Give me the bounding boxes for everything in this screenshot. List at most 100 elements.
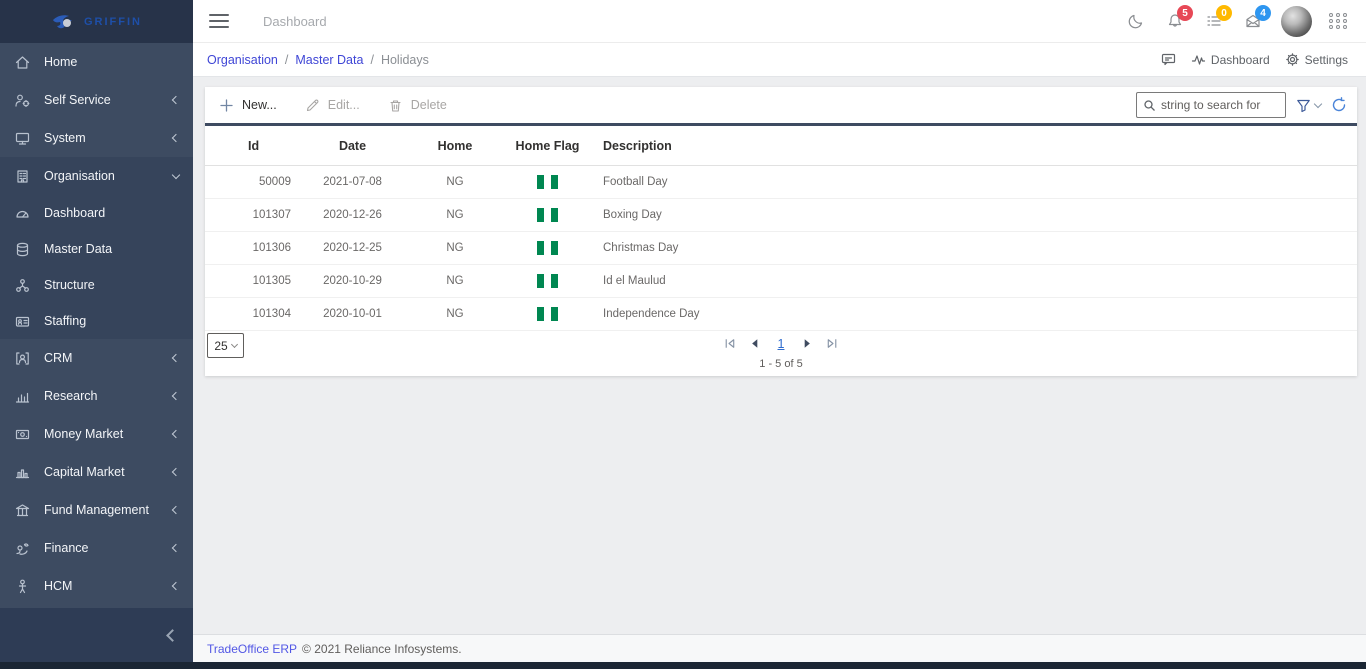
capital-market-icon: [14, 464, 31, 481]
chevron-left-icon: [171, 429, 181, 439]
dashboard-icon: [14, 205, 31, 222]
notifications-badge: 5: [1177, 5, 1193, 21]
chevron-left-icon: [171, 133, 181, 143]
chevron-left-icon: [171, 95, 181, 105]
filter-funnel-icon: [1297, 99, 1310, 112]
master-data-icon: [14, 241, 31, 258]
sidebar-item-hcm[interactable]: HCM: [0, 567, 193, 605]
next-page-button[interactable]: [800, 336, 815, 351]
user-avatar[interactable]: [1281, 5, 1312, 37]
first-page-button[interactable]: [722, 336, 737, 351]
breadcrumb-organisation[interactable]: Organisation: [207, 52, 278, 67]
sidebar-item-home[interactable]: Home: [0, 43, 193, 81]
moon-icon: [1128, 14, 1143, 29]
sidebar-item-crm[interactable]: CRM: [0, 339, 193, 377]
breadcrumb: Organisation / Master Data / Holidays: [207, 52, 429, 67]
holidays-card: New... Edit... Delete: [205, 87, 1357, 376]
brand-name: GRIFFIN: [84, 15, 142, 28]
search-icon: [1144, 99, 1155, 111]
sidebar-collapse-bar: [0, 608, 193, 662]
breadcrumb-master-data[interactable]: Master Data: [295, 52, 364, 67]
topbar: Dashboard 5 0 4: [193, 0, 1366, 43]
column-header-home[interactable]: Home: [437, 138, 473, 153]
content-area: New... Edit... Delete: [193, 77, 1366, 634]
apps-grid-icon[interactable]: [1329, 13, 1348, 29]
nigeria-flag: [537, 175, 558, 189]
column-header-home-flag[interactable]: Home Flag: [515, 138, 580, 153]
sidebar-item-staffing[interactable]: Staffing: [0, 303, 193, 339]
chevron-left-icon: [171, 505, 181, 515]
sidebar-item-capital-market[interactable]: Capital Market: [0, 453, 193, 491]
table-row[interactable]: 101305 2020-10-29 NG Id el Maulud: [205, 265, 1357, 298]
settings-button[interactable]: Settings: [1285, 52, 1348, 67]
gear-icon: [1285, 53, 1299, 66]
mail-icon: [1246, 14, 1260, 28]
table-row[interactable]: 101307 2020-12-26 NG Boxing Day: [205, 199, 1357, 232]
sidebar-item-structure[interactable]: Structure: [0, 267, 193, 303]
chevron-left-icon: [171, 353, 181, 363]
sidebar-item-system[interactable]: System: [0, 119, 193, 157]
filter-chevron-icon: [1313, 99, 1323, 108]
table-row[interactable]: 50009 2021-07-08 NG Football Day: [205, 166, 1357, 199]
sidebar-item-research[interactable]: Research: [0, 377, 193, 415]
tasks-button[interactable]: 0: [1203, 5, 1232, 32]
chevron-down-icon: [171, 170, 181, 179]
page-number-1[interactable]: 1: [777, 336, 785, 351]
nigeria-flag: [537, 307, 558, 321]
activity-icon: [1191, 55, 1206, 65]
new-button[interactable]: New...: [219, 98, 277, 113]
nigeria-flag: [537, 208, 558, 222]
messages-badge: 4: [1255, 5, 1271, 21]
messages-button[interactable]: 4: [1242, 5, 1271, 32]
dark-mode-toggle[interactable]: [1125, 10, 1147, 32]
app-footer: TradeOffice ERP © 2021 Reliance Infosyst…: [193, 634, 1366, 662]
page-title: Dashboard: [263, 13, 327, 29]
chevron-left-icon: [171, 391, 181, 401]
search-input[interactable]: [1161, 98, 1279, 112]
sidebar-item-master-data[interactable]: Master Data: [0, 231, 193, 267]
table-row[interactable]: 101304 2020-10-01 NG Independence Day: [205, 298, 1357, 331]
sidebar-item-self-service[interactable]: Self Service: [0, 81, 193, 119]
sidebar-item-organisation[interactable]: Organisation: [0, 157, 193, 195]
comments-button[interactable]: [1161, 52, 1176, 67]
money-market-icon: [14, 426, 31, 443]
refresh-icon[interactable]: [1331, 97, 1347, 113]
footer-brand-link[interactable]: TradeOffice ERP: [207, 641, 298, 656]
breadcrumb-bar: Organisation / Master Data / Holidays Da…: [193, 43, 1366, 77]
structure-icon: [14, 277, 31, 294]
column-header-id[interactable]: Id: [248, 138, 260, 153]
pencil-icon: [306, 99, 319, 111]
sidebar-collapse-icon[interactable]: [166, 628, 179, 642]
sidebar-item-money-market[interactable]: Money Market: [0, 415, 193, 453]
page-size-select[interactable]: 25: [207, 333, 244, 358]
column-header-description[interactable]: Description: [603, 138, 672, 153]
trash-icon: [390, 99, 401, 112]
breadcrumb-holidays: Holidays: [380, 52, 429, 67]
column-header-date[interactable]: Date: [338, 138, 367, 153]
grid-toolbar: New... Edit... Delete: [205, 87, 1357, 123]
fund-management-icon: [14, 502, 31, 519]
menu-toggle-icon[interactable]: [209, 10, 229, 32]
hcm-icon: [14, 578, 31, 595]
sidebar-item-finance[interactable]: Finance: [0, 529, 193, 567]
table-row[interactable]: 101306 2020-12-25 NG Christmas Day: [205, 232, 1357, 265]
nigeria-flag: [537, 274, 558, 288]
search-box: [1136, 92, 1286, 118]
sidebar-item-fund-management[interactable]: Fund Management: [0, 491, 193, 529]
dashboard-view-button[interactable]: Dashboard: [1191, 52, 1270, 67]
griffin-bird-icon: [53, 14, 72, 28]
pagination-range: 1 - 5 of 5: [759, 358, 803, 370]
brand-logo[interactable]: GRIFFIN: [0, 0, 193, 43]
chevron-left-icon: [171, 467, 181, 477]
notifications-button[interactable]: 5: [1164, 5, 1193, 32]
edit-button[interactable]: Edit...: [305, 98, 360, 113]
delete-button[interactable]: Delete: [388, 98, 447, 113]
last-page-button[interactable]: [825, 336, 840, 351]
sidebar-item-dashboard[interactable]: Dashboard: [0, 195, 193, 231]
checklist-icon: [1207, 16, 1221, 26]
holidays-table: Id Date Home Home Flag Description 50009…: [205, 123, 1357, 331]
bottom-strip: [0, 662, 1366, 669]
filter-button[interactable]: [1296, 98, 1323, 113]
previous-page-button[interactable]: [747, 336, 762, 351]
sidebar-nav: Home Self Service System Organisation Da…: [0, 43, 193, 608]
